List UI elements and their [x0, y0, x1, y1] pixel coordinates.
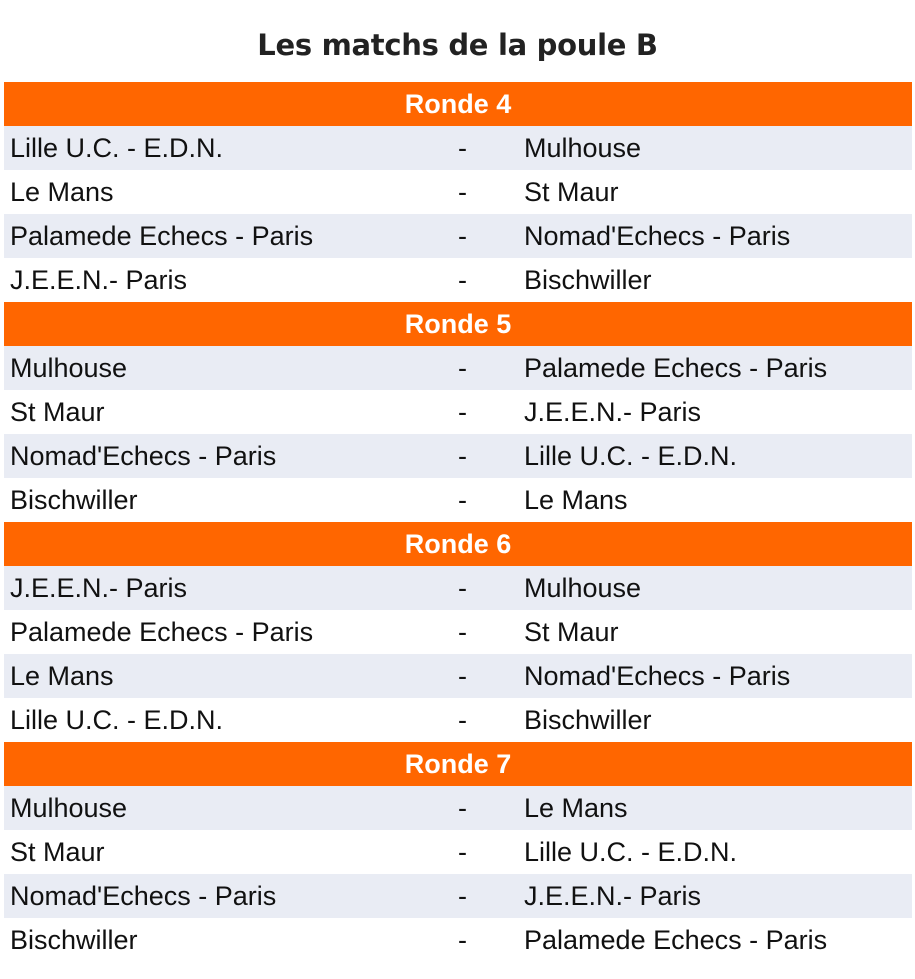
- away-team: Palamede Echecs - Paris: [524, 925, 828, 955]
- away-team: St Maur: [524, 617, 619, 647]
- separator: -: [458, 265, 467, 295]
- separator: -: [458, 441, 467, 471]
- home-team: Palamede Echecs - Paris: [10, 221, 314, 251]
- home-team: St Maur: [10, 837, 105, 867]
- away-team: Le Mans: [524, 485, 628, 515]
- away-team: Nomad'Echecs - Paris: [524, 661, 791, 691]
- away-team: Lille U.C. - E.D.N.: [524, 441, 738, 471]
- away-team: Mulhouse: [524, 133, 642, 163]
- away-team: Bischwiller: [524, 265, 652, 295]
- match-row: Palamede Echecs - Paris - St Maur: [4, 610, 912, 654]
- match-row: St Maur - Lille U.C. - E.D.N.: [4, 830, 912, 874]
- home-team: Nomad'Echecs - Paris: [10, 441, 277, 471]
- match-row: Le Mans - Nomad'Echecs - Paris: [4, 654, 912, 698]
- match-row: Lille U.C. - E.D.N. - Mulhouse: [4, 126, 912, 170]
- round-header: Ronde 6: [4, 522, 912, 566]
- away-team: J.E.E.N.- Paris: [524, 881, 702, 911]
- separator: -: [458, 221, 467, 251]
- match-row: Nomad'Echecs - Paris - J.E.E.N.- Paris: [4, 874, 912, 918]
- match-row: Bischwiller - Le Mans: [4, 478, 912, 522]
- away-team: Mulhouse: [524, 573, 642, 603]
- match-row: Mulhouse - Le Mans: [4, 786, 912, 830]
- away-team: St Maur: [524, 177, 619, 207]
- matches-table: Ronde 4 Lille U.C. - E.D.N. - Mulhouse Le Ma…: [4, 82, 912, 962]
- home-team: Mulhouse: [10, 793, 128, 823]
- separator: -: [458, 573, 467, 603]
- home-team: Le Mans: [10, 661, 114, 691]
- home-team: J.E.E.N.- Paris: [10, 573, 188, 603]
- separator: -: [458, 353, 467, 383]
- away-team: J.E.E.N.- Paris: [524, 397, 702, 427]
- home-team: St Maur: [10, 397, 105, 427]
- home-team: Bischwiller: [10, 485, 138, 515]
- separator: -: [458, 793, 467, 823]
- separator: -: [458, 837, 467, 867]
- home-team: Nomad'Echecs - Paris: [10, 881, 277, 911]
- round-header: Ronde 5: [4, 302, 912, 346]
- away-team: Le Mans: [524, 793, 628, 823]
- away-team: Palamede Echecs - Paris: [524, 353, 828, 383]
- match-row: Le Mans - St Maur: [4, 170, 912, 214]
- separator: -: [458, 397, 467, 427]
- home-team: Palamede Echecs - Paris: [10, 617, 314, 647]
- separator: -: [458, 705, 467, 735]
- match-row: J.E.E.N.- Paris - Bischwiller: [4, 258, 912, 302]
- round-header: Ronde 4: [4, 82, 912, 126]
- separator: -: [458, 485, 467, 515]
- away-team: Bischwiller: [524, 705, 652, 735]
- separator: -: [458, 925, 467, 955]
- match-row: Bischwiller - Palamede Echecs - Paris: [4, 918, 912, 962]
- home-team: Lille U.C. - E.D.N.: [10, 133, 224, 163]
- home-team: Mulhouse: [10, 353, 128, 383]
- separator: -: [458, 177, 467, 207]
- match-row: Lille U.C. - E.D.N. - Bischwiller: [4, 698, 912, 742]
- home-team: Bischwiller: [10, 925, 138, 955]
- round-header: Ronde 7: [4, 742, 912, 786]
- home-team: Le Mans: [10, 177, 114, 207]
- match-row: Nomad'Echecs - Paris - Lille U.C. - E.D.N.: [4, 434, 912, 478]
- separator: -: [458, 881, 467, 911]
- match-row: J.E.E.N.- Paris - Mulhouse: [4, 566, 912, 610]
- page-title: Les matchs de la poule B: [257, 28, 658, 62]
- separator: -: [458, 661, 467, 691]
- away-team: Lille U.C. - E.D.N.: [524, 837, 738, 867]
- separator: -: [458, 133, 467, 163]
- match-row: St Maur - J.E.E.N.- Paris: [4, 390, 912, 434]
- match-row: Mulhouse - Palamede Echecs - Paris: [4, 346, 912, 390]
- home-team: Lille U.C. - E.D.N.: [10, 705, 224, 735]
- away-team: Nomad'Echecs - Paris: [524, 221, 791, 251]
- home-team: J.E.E.N.- Paris: [10, 265, 188, 295]
- match-row: Palamede Echecs - Paris - Nomad'Echecs - P…: [4, 214, 912, 258]
- separator: -: [458, 617, 467, 647]
